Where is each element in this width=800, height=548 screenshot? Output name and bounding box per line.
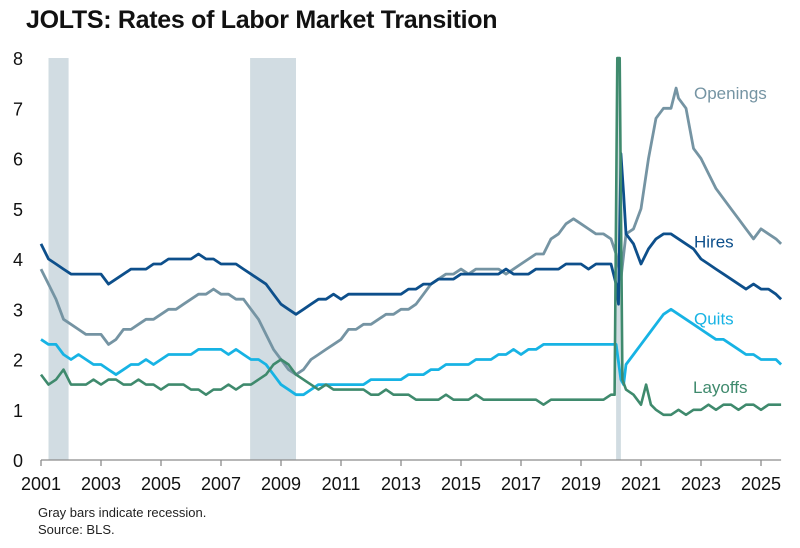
y-tick-label: 3 [13, 300, 23, 320]
x-tick-label: 2025 [741, 474, 781, 494]
series-line-layoffs [39, 56, 782, 417]
x-tick-label: 2019 [561, 474, 601, 494]
x-tick-label: 2003 [81, 474, 121, 494]
recession-bar-1 [250, 58, 296, 460]
x-tick-label: 2015 [441, 474, 481, 494]
series-line-quits [40, 307, 783, 397]
x-tick-label: 2013 [381, 474, 421, 494]
footnotes: Gray bars indicate recession. Source: BL… [38, 504, 206, 538]
x-tick-label: 2011 [322, 474, 361, 494]
x-tick-label: 2023 [681, 474, 721, 494]
recession-bars [48, 58, 621, 460]
y-tick-label: 2 [13, 351, 23, 371]
x-tick-label: 2005 [141, 474, 181, 494]
y-tick-label: 1 [13, 401, 23, 421]
series-label-layoffs: Layoffs [693, 378, 748, 397]
y-tick-label: 4 [13, 250, 23, 270]
x-tick-label: 2017 [501, 474, 541, 494]
x-tick-label: 2009 [261, 474, 301, 494]
y-axis: 0 1 2 3 4 5 6 7 8 [13, 49, 23, 471]
y-tick-label: 6 [13, 150, 23, 170]
x-tick-label: 2021 [621, 474, 661, 494]
y-tick-label: 5 [13, 200, 23, 220]
recession-note: Gray bars indicate recession. [38, 505, 207, 520]
chart-title: JOLTS: Rates of Labor Market Transition [26, 6, 498, 34]
series-labels: Openings Hires Quits Layoffs [693, 84, 767, 397]
series-lines [39, 56, 783, 417]
y-tick-label: 7 [13, 99, 23, 119]
source-note: Source: BLS. [38, 522, 115, 537]
x-tick-label: 2007 [201, 474, 241, 494]
x-axis: 2001 2003 2005 2007 2009 2011 2013 2015 2017 2019… [21, 459, 782, 494]
series-line-openings [39, 86, 783, 377]
x-tick-label: 2001 [21, 474, 61, 494]
series-label-hires: Hires [694, 232, 734, 251]
series-label-quits: Quits [694, 309, 734, 328]
series-line-hires [39, 152, 783, 316]
series-label-openings: Openings [694, 84, 767, 103]
y-tick-label: 8 [13, 49, 23, 69]
recession-bar-0 [48, 58, 69, 460]
y-tick-label: 0 [13, 451, 23, 471]
